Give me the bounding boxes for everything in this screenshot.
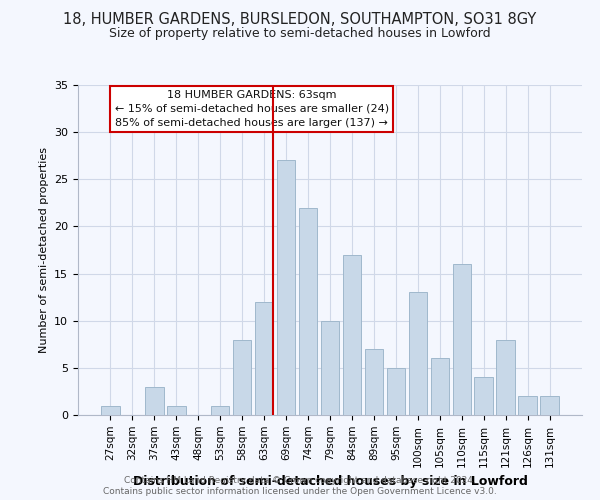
Text: Contains HM Land Registry data © Crown copyright and database right 2024.: Contains HM Land Registry data © Crown c… [124, 476, 476, 485]
Text: 18, HUMBER GARDENS, BURSLEDON, SOUTHAMPTON, SO31 8GY: 18, HUMBER GARDENS, BURSLEDON, SOUTHAMPT… [64, 12, 536, 28]
Bar [386, 368, 405, 415]
Bar [255, 302, 274, 415]
Y-axis label: Number of semi-detached properties: Number of semi-detached properties [38, 147, 49, 353]
Bar [167, 406, 185, 415]
Bar [277, 160, 295, 415]
Text: Size of property relative to semi-detached houses in Lowford: Size of property relative to semi-detach… [109, 28, 491, 40]
Bar [452, 264, 471, 415]
Bar [299, 208, 317, 415]
Bar [211, 406, 229, 415]
Bar [101, 406, 119, 415]
Bar [518, 396, 537, 415]
Bar [409, 292, 427, 415]
Bar [496, 340, 515, 415]
Text: 18 HUMBER GARDENS: 63sqm
← 15% of semi-detached houses are smaller (24)
85% of s: 18 HUMBER GARDENS: 63sqm ← 15% of semi-d… [115, 90, 389, 128]
Bar [233, 340, 251, 415]
Bar [431, 358, 449, 415]
Bar [145, 386, 164, 415]
Bar [475, 378, 493, 415]
X-axis label: Distribution of semi-detached houses by size in Lowford: Distribution of semi-detached houses by … [133, 475, 527, 488]
Bar [320, 320, 340, 415]
Text: Contains public sector information licensed under the Open Government Licence v3: Contains public sector information licen… [103, 488, 497, 496]
Bar [365, 349, 383, 415]
Bar [343, 254, 361, 415]
Bar [541, 396, 559, 415]
